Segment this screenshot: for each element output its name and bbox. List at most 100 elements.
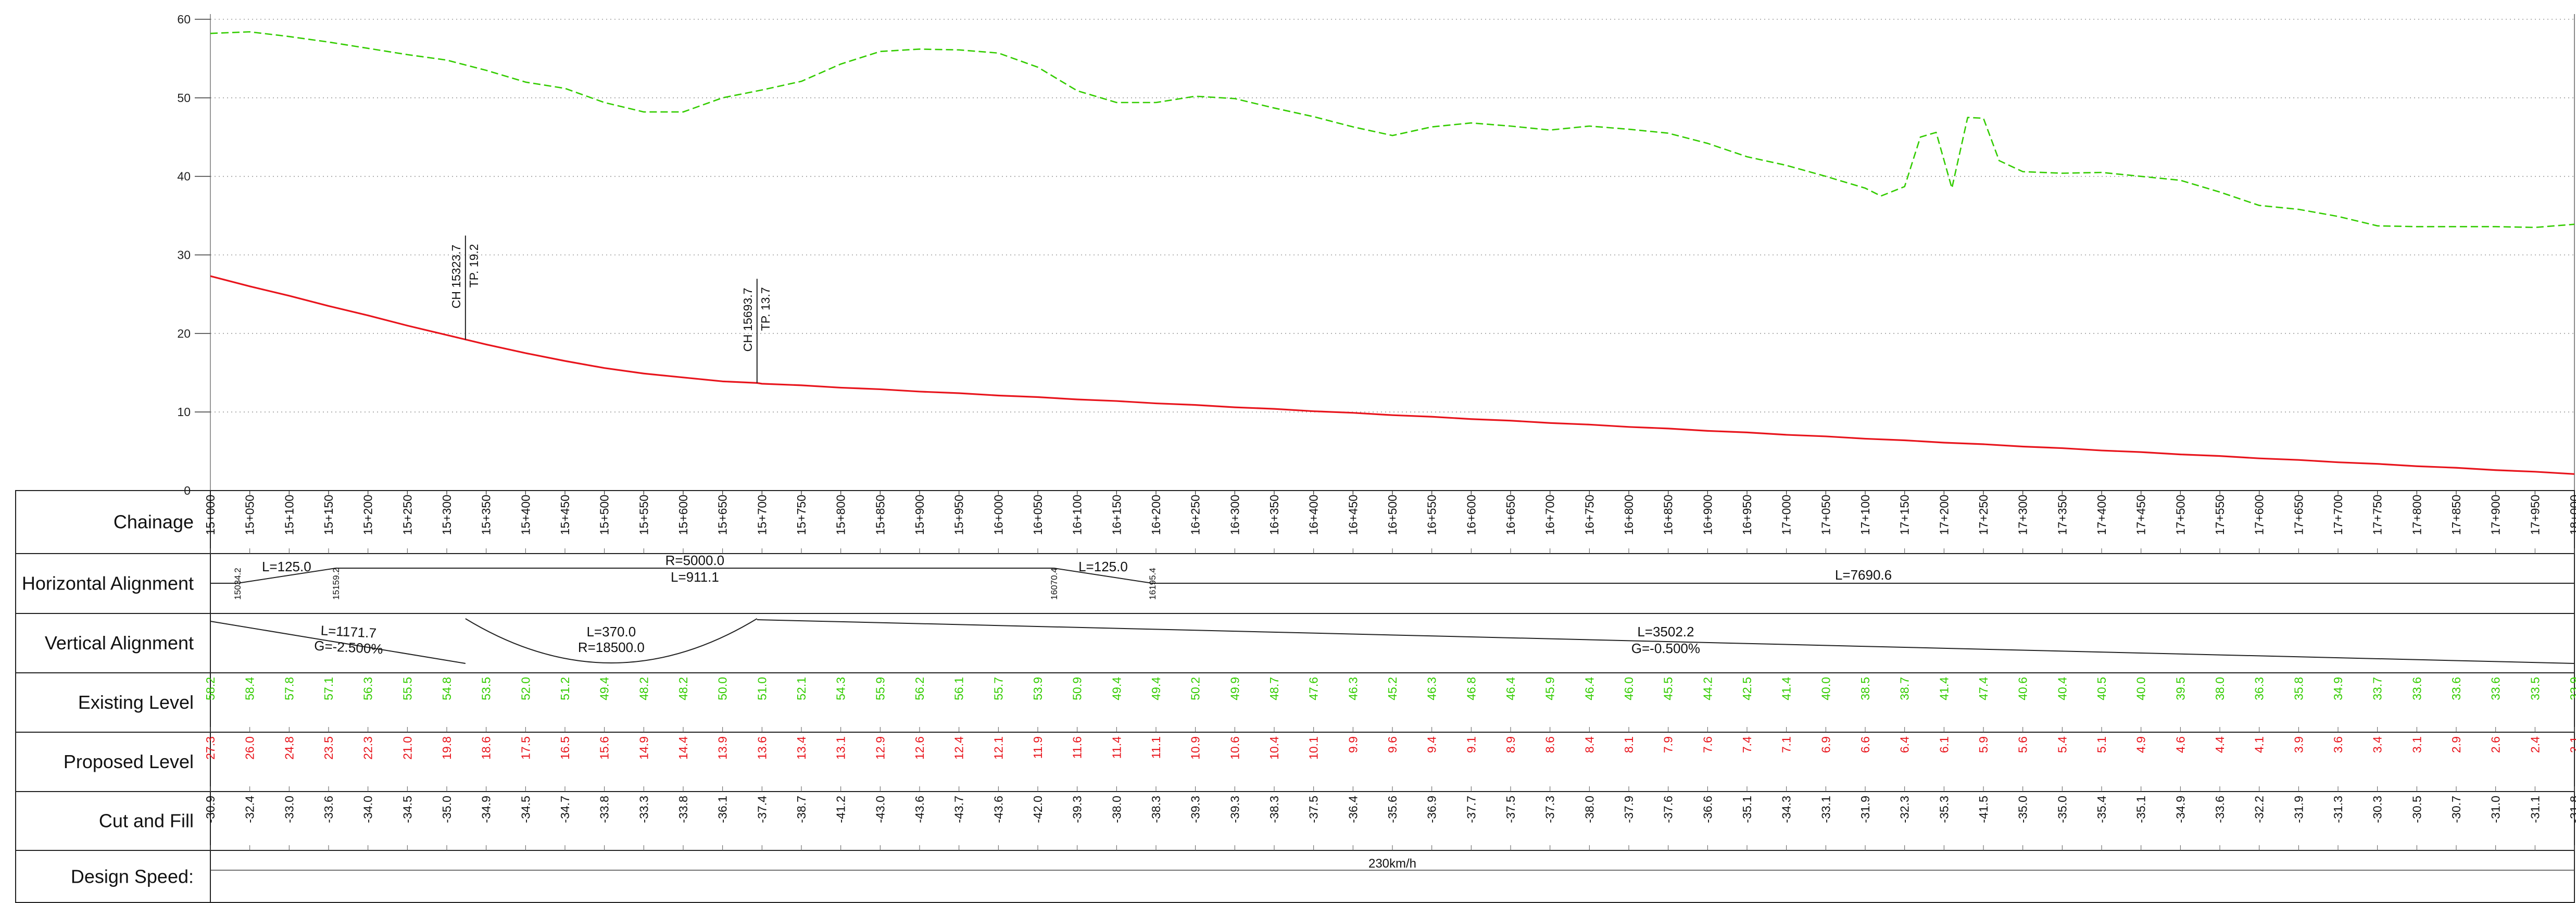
existing-level-value: 49.9: [1228, 677, 1241, 700]
chainage-label: 15+100: [282, 495, 296, 535]
cut-fill-value: -36.6: [1701, 796, 1714, 823]
cut-fill-value: -43.0: [873, 796, 887, 823]
existing-level-value: 34.9: [2331, 677, 2345, 700]
proposed-level-value: 27.3: [204, 736, 217, 760]
cut-fill-value: -31.1: [2528, 796, 2542, 823]
chainage-label: 15+050: [243, 495, 257, 535]
cut-fill-value: -34.9: [2173, 796, 2187, 823]
existing-level-value: 46.0: [1622, 677, 1636, 700]
proposed-level-value: 8.9: [1504, 736, 1517, 753]
proposed-level-value: 5.4: [2055, 736, 2069, 753]
existing-level-value: 54.3: [834, 677, 848, 700]
cut-fill-value: -41.2: [834, 796, 848, 823]
existing-level-value: 48.7: [1267, 677, 1281, 700]
cut-fill-value: -38.0: [1582, 796, 1596, 823]
cut-fill-value: -41.5: [1977, 796, 1990, 823]
cut-fill-value: -33.1: [1819, 796, 1832, 823]
proposed-level-value: 13.4: [795, 736, 808, 760]
va-grade-length: L=3502.2: [1637, 624, 1694, 639]
existing-level-value: 55.5: [400, 677, 414, 700]
y-tick-label: 20: [177, 327, 191, 340]
proposed-level-value: 19.8: [440, 736, 454, 760]
chainage-label: 17+150: [1898, 495, 1912, 535]
tangent-point-chainage-label: CH 15323.7: [449, 245, 463, 309]
existing-level-value: 49.4: [598, 677, 611, 700]
chainage-label: 15+800: [834, 495, 848, 535]
cut-fill-value: -43.6: [991, 796, 1005, 823]
existing-level-value: 45.9: [1543, 677, 1557, 700]
cut-fill-value: -34.5: [519, 796, 532, 823]
ha-marker-label: 15159.2: [331, 568, 341, 599]
plot-grid: [210, 19, 2574, 412]
cut-fill-value: -38.7: [795, 796, 808, 823]
cut-fill-value: -37.4: [755, 796, 769, 823]
cut-fill-value: -37.5: [1504, 796, 1517, 823]
cut-fill-value: -32.4: [243, 796, 257, 823]
existing-level-value: 45.5: [1662, 677, 1675, 700]
proposed-level-value: 2.6: [2489, 736, 2503, 753]
cut-fill-value: -37.9: [1622, 796, 1636, 823]
cut-fill-value: -35.6: [1386, 796, 1399, 823]
proposed-level-value: 9.9: [1346, 736, 1360, 753]
longitudinal-section-table: Chainage Horizontal Alignment Vertical Ali…: [15, 490, 2576, 903]
cut-fill-value: -31.8: [2568, 796, 2576, 823]
existing-level-value: 51.2: [558, 677, 572, 700]
cut-fill-value: -38.0: [1110, 796, 1123, 823]
ha-transition-label: L=125.0: [262, 559, 311, 574]
row-label: Design Speed:: [71, 866, 194, 887]
chainage-label: 17+400: [2095, 495, 2108, 535]
proposed-level-value: 16.5: [558, 736, 572, 760]
proposed-level-value: 21.0: [400, 736, 414, 760]
existing-level-value: 54.8: [440, 677, 454, 700]
y-tick-label: 30: [177, 248, 191, 262]
cut-fill-value: -34.3: [1780, 796, 1793, 823]
cut-fill-value: -36.4: [1346, 796, 1360, 823]
proposed-level-value: 11.6: [1071, 736, 1084, 759]
proposed-level-value: 3.9: [2292, 736, 2305, 753]
y-tick-label: 60: [177, 12, 191, 26]
ha-straight-label: L=7690.6: [1835, 567, 1892, 583]
existing-level-value: 38.7: [1898, 677, 1912, 700]
proposed-level-value: 6.9: [1819, 736, 1832, 753]
existing-level-value: 58.4: [243, 677, 257, 700]
va-grade: [210, 621, 466, 664]
cut-fill-value: -33.3: [637, 796, 650, 823]
proposed-level-value: 8.1: [1622, 736, 1636, 753]
chainage-label: 17+950: [2528, 495, 2542, 535]
chainage-label: 17+700: [2331, 495, 2345, 535]
cut-fill-value: -38.3: [1149, 796, 1163, 823]
cut-fill-value: -34.0: [361, 796, 375, 823]
proposed-level-value: 3.1: [2410, 736, 2423, 753]
ha-marker-label: 16195.4: [1148, 568, 1158, 599]
chainage-label: 15+950: [952, 495, 966, 535]
proposed-level-value: 7.9: [1662, 736, 1675, 753]
cut-fill-value: -37.5: [1307, 796, 1321, 823]
chainage-label: 17+300: [2016, 495, 2030, 535]
proposed-level-value: 8.6: [1543, 736, 1557, 753]
chainage-label: 17+850: [2449, 495, 2463, 535]
cut-fill-value: -30.9: [204, 796, 217, 823]
y-tick-label: 50: [177, 91, 191, 105]
cut-fill-value: -30.5: [2410, 796, 2423, 823]
existing-level-value: 51.0: [755, 677, 769, 700]
cut-fill-value: -34.7: [558, 796, 572, 823]
existing-level-value: 42.5: [1740, 677, 1754, 700]
ha-curve-radius: R=5000.0: [665, 553, 724, 568]
cut-fill-value: -35.1: [1740, 796, 1754, 823]
cut-fill-value: -33.0: [282, 796, 296, 823]
va-grade-percent: G=-2.500%: [314, 638, 384, 657]
chainage-label: 17+350: [2055, 495, 2069, 535]
ha-curve-length: L=911.1: [671, 569, 719, 585]
existing-level-value: 33.9: [2568, 677, 2576, 700]
chainage-label: 16+900: [1701, 495, 1714, 535]
existing-level-value: 40.4: [2055, 677, 2069, 700]
chainage-label: 16+700: [1543, 495, 1557, 535]
existing-level-value: 47.4: [1977, 677, 1990, 700]
row-label: Cut and Fill: [99, 810, 194, 832]
cut-fill-value: -33.8: [598, 796, 611, 823]
proposed-level-line: [210, 275, 2575, 475]
cut-fill-value: -35.0: [2016, 796, 2030, 823]
cut-fill-value: -38.3: [1267, 796, 1281, 823]
proposed-level-value: 2.1: [2568, 736, 2576, 753]
